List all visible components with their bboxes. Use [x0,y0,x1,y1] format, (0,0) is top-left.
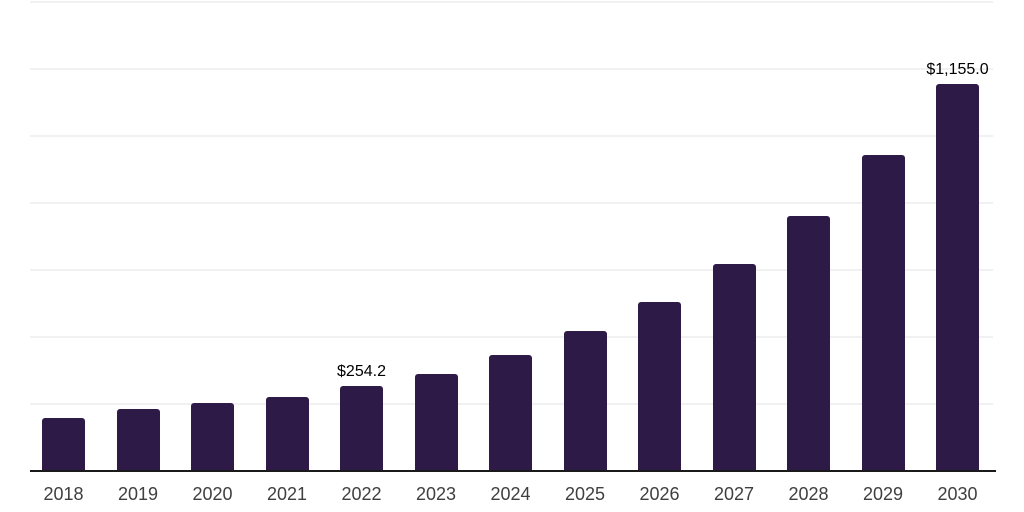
x-tick-label-2026: 2026 [639,484,680,504]
bar-2021 [265,396,309,471]
x-tick-label-2025: 2025 [564,484,606,504]
gridline-800 [30,202,993,205]
x-axis-tick-row: 2018 2019 2020 2021 2022 2023 2024 2025 2026 2027… [30,484,993,505]
x-tick-label-2029: 2029 [862,484,904,504]
bar-2022: $254.2 [337,363,386,471]
x-axis-line [30,470,996,472]
bar-2018 [42,418,85,471]
plot-area: $254.2 $1,155.0 [30,1,993,471]
x-tick-label-2021: 2021 [266,484,308,504]
bar-2028 [787,216,830,471]
bar-2029 [861,155,905,471]
x-tick-label-2024: 2024 [490,484,531,504]
bar-2026 [638,301,681,471]
bar-2027 [712,263,756,471]
bar-2025 [563,330,607,471]
value-label-2030: $1,155.0 [926,61,989,79]
bar-2030: $1,155.0 [926,61,989,471]
bar-2019 [116,408,160,471]
gridline-1200 [30,68,993,70]
x-tick-label-2023: 2023 [415,484,457,504]
x-tick-label-2018: 2018 [43,484,84,504]
gridline-1000 [30,135,993,137]
gridline-1400 [30,1,993,3]
bars-row: $254.2 $1,155.0 [30,2,993,471]
bar-2020 [191,403,234,471]
bar-2023 [414,373,458,471]
bar-2024 [489,354,532,471]
x-tick-label-2022: 2022 [341,484,382,504]
x-tick-label-2028: 2028 [788,484,829,504]
x-tick-label-2027: 2027 [713,484,755,504]
gridline-400 [30,336,993,339]
value-label-2022: $254.2 [337,362,386,380]
x-tick-label-2030: 2030 [937,484,978,504]
gridline-600 [30,269,993,271]
x-tick-label-2019: 2019 [117,484,159,504]
x-tick-label-2020: 2020 [192,484,233,504]
